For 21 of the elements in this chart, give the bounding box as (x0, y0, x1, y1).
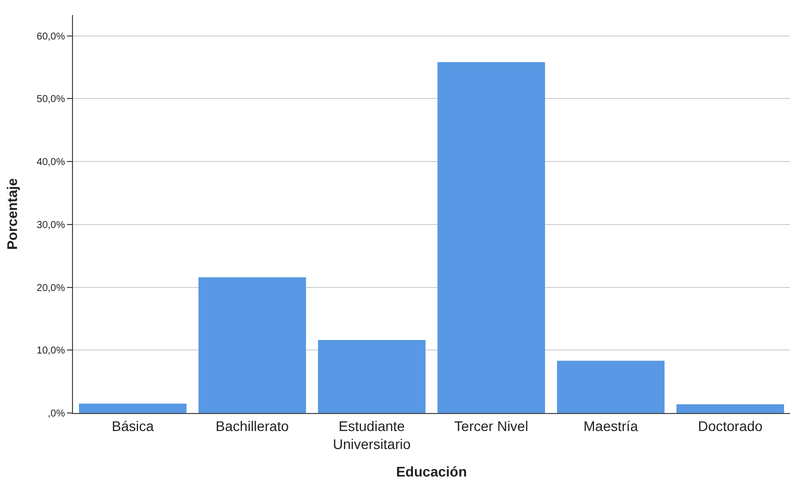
x-axis-title: Educación (396, 463, 467, 480)
x-tick-label: Bachillerato (216, 418, 290, 434)
y-tick-label: 40,0% (36, 157, 66, 168)
y-tick-label: 30,0% (36, 220, 66, 231)
bar (318, 340, 426, 413)
y-axis-title: Porcentaje (4, 178, 20, 250)
bar (556, 360, 665, 413)
x-tick-label: Tercer Nivel (454, 418, 528, 434)
x-tick-label: Básica (112, 418, 154, 434)
x-tick-label: Estudiante Universitario (332, 418, 411, 452)
bar (437, 62, 546, 413)
y-tick-label: 60,0% (36, 31, 66, 42)
x-tick-label: Maestría (584, 418, 638, 434)
y-tick-label: 50,0% (36, 94, 66, 106)
x-tick-label: Doctorado (698, 418, 763, 434)
bar (78, 404, 187, 413)
y-tick-label: 10,0% (36, 346, 66, 357)
y-tick-label: ,0% (48, 408, 66, 420)
bar (198, 277, 306, 413)
y-tick-label: 20,0% (36, 282, 66, 294)
bar (676, 404, 784, 413)
